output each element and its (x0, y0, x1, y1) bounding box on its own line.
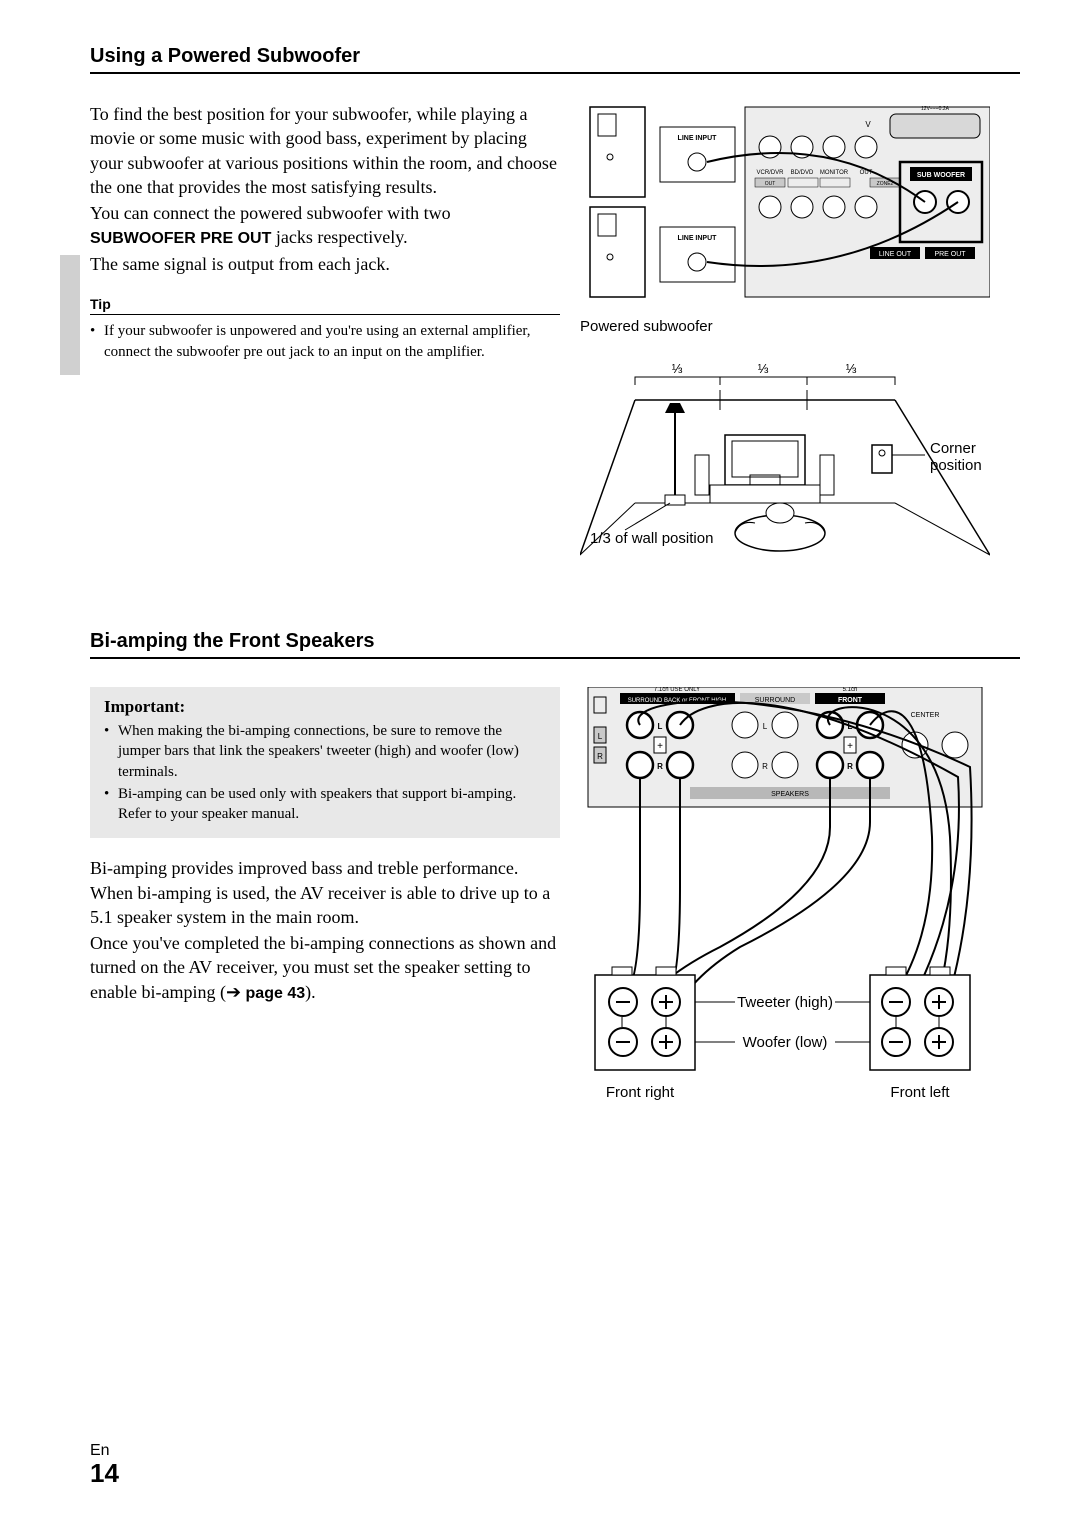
subwoofer-paragraph-2: You can connect the powered subwoofer wi… (90, 201, 560, 250)
svg-text:FRONT: FRONT (838, 697, 863, 704)
svg-text:BD/DVD: BD/DVD (791, 170, 814, 176)
svg-text:ZONE2: ZONE2 (877, 181, 894, 187)
biamp-paragraph-1: Bi-amping provides improved bass and tre… (90, 856, 560, 929)
svg-text:OUT: OUT (765, 181, 776, 187)
subwoofer-paragraph-3: The same signal is output from each jack… (90, 252, 560, 276)
biamp-connection-diagram: SURROUND BACK or FRONT HIGH 7.1ch USE ON… (580, 687, 990, 1107)
svg-text:SUB WOOFER: SUB WOOFER (917, 172, 965, 179)
svg-text:VCR/DVR: VCR/DVR (756, 170, 784, 176)
important-item: Bi-amping can be used only with speakers… (104, 784, 546, 825)
svg-text:SPEAKERS: SPEAKERS (771, 791, 809, 798)
svg-text:+: + (657, 741, 663, 752)
important-list: When making the bi-amping connections, b… (104, 721, 546, 824)
diagram-caption-subwoofer: Powered subwoofer (580, 318, 1020, 335)
svg-text:L: L (598, 732, 603, 741)
text-span: Once you've completed the bi-amping conn… (90, 933, 556, 1002)
svg-text:⅓: ⅓ (758, 361, 769, 376)
section-heading-subwoofer: Using a Powered Subwoofer (90, 45, 1020, 74)
svg-text:L: L (763, 722, 768, 731)
important-item: When making the bi-amping connections, b… (104, 721, 546, 782)
tip-label: Tip (90, 296, 560, 315)
svg-text:PRE OUT: PRE OUT (934, 251, 966, 258)
svg-text:MONITOR: MONITOR (820, 170, 849, 176)
svg-text:⅓: ⅓ (846, 361, 857, 376)
svg-text:LINE INPUT: LINE INPUT (678, 235, 718, 242)
important-label: Important: (104, 697, 546, 717)
page-ref-bold: page 43 (246, 985, 306, 1002)
page-number: 14 (90, 1460, 119, 1486)
biamp-paragraph-2: Once you've completed the bi-amping conn… (90, 931, 560, 1004)
svg-text:⅓: ⅓ (672, 361, 683, 376)
svg-text:7.1ch USE ONLY: 7.1ch USE ONLY (654, 687, 700, 693)
svg-text:R: R (597, 752, 603, 761)
subwoofer-preout-bold: SUBWOOFER PRE OUT (90, 230, 271, 247)
page-footer: En 14 (90, 1442, 119, 1486)
svg-text:12V===0.2A: 12V===0.2A (921, 106, 950, 112)
svg-text:R: R (657, 762, 663, 771)
text-span: You can connect the powered subwoofer wi… (90, 203, 451, 223)
subwoofer-connection-diagram: LINE INPUT LINE INPUT V VCR/DVR BD/DVD M… (580, 102, 990, 312)
page-edge-tab (60, 255, 80, 375)
svg-text:R: R (762, 762, 768, 771)
svg-text:R: R (847, 762, 853, 771)
subwoofer-paragraph-1: To find the best position for your subwo… (90, 102, 560, 199)
svg-text:LINE INPUT: LINE INPUT (678, 135, 718, 142)
svg-text:V: V (865, 120, 871, 129)
label-third-position: 1/3 of wall position (590, 530, 713, 547)
important-box: Important: When making the bi-amping con… (90, 687, 560, 838)
tip-item: If your subwoofer is unpowered and you'r… (90, 321, 560, 362)
text-span: jacks respectively. (271, 227, 407, 247)
svg-text:CENTER: CENTER (911, 712, 940, 719)
svg-text:Front right: Front right (606, 1084, 675, 1101)
label-corner-position: Corner position (930, 440, 1020, 474)
text-span: ). (305, 982, 316, 1002)
svg-text:LINE OUT: LINE OUT (879, 251, 912, 258)
label-tweeter: Tweeter (high) (737, 994, 833, 1011)
section-heading-biamp: Bi-amping the Front Speakers (90, 630, 1020, 659)
svg-text:+: + (847, 741, 853, 752)
svg-text:Front left: Front left (890, 1084, 950, 1101)
label-woofer: Woofer (low) (743, 1034, 828, 1051)
svg-text:5.1ch: 5.1ch (843, 687, 858, 693)
room-placement-diagram: ⅓ ⅓ ⅓ (580, 355, 1020, 590)
tip-list: If your subwoofer is unpowered and you'r… (90, 321, 560, 362)
svg-text:L: L (658, 722, 663, 731)
